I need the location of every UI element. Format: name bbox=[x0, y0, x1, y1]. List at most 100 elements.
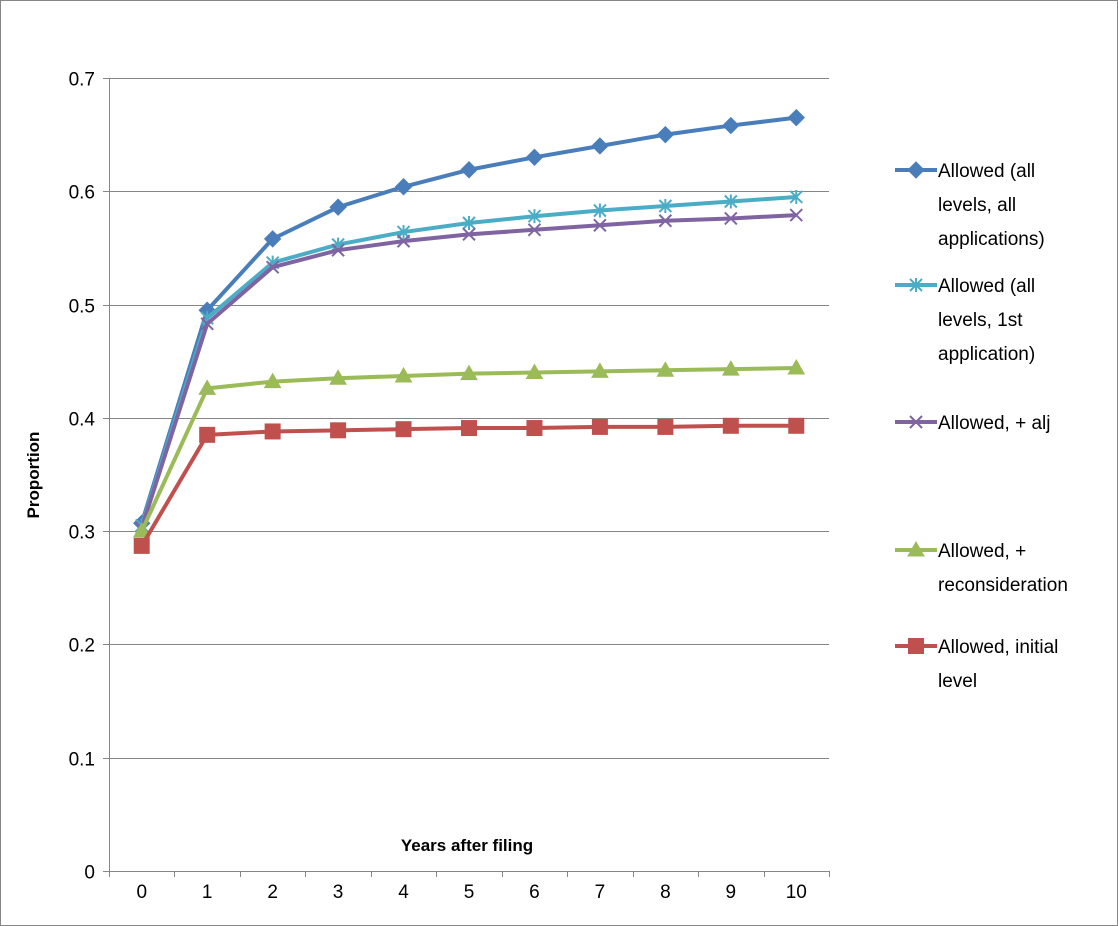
x-marker-stroke bbox=[396, 234, 411, 248]
square-marker bbox=[591, 418, 608, 435]
diamond-marker bbox=[722, 116, 740, 135]
gridlines bbox=[109, 78, 829, 759]
x-tick-label: 9 bbox=[726, 882, 737, 903]
x-marker bbox=[724, 211, 738, 226]
x-tick-label: 8 bbox=[660, 882, 671, 903]
y-axis-title: Proportion bbox=[24, 432, 43, 519]
square-marker bbox=[133, 537, 150, 554]
diamond-marker bbox=[263, 230, 282, 248]
y-tick-label: 0.4 bbox=[69, 410, 96, 431]
star-marker bbox=[724, 194, 738, 209]
square-marker bbox=[461, 420, 477, 437]
diamond-marker bbox=[460, 161, 478, 179]
star-marker bbox=[658, 199, 673, 214]
series bbox=[132, 108, 806, 554]
x-tick-label: 7 bbox=[595, 882, 606, 903]
series-4 bbox=[132, 359, 806, 538]
x-axis-title: Years after filing bbox=[401, 836, 533, 855]
x-marker-stroke bbox=[658, 214, 673, 228]
y-tick-label: 0.6 bbox=[69, 183, 95, 204]
triangle-marker bbox=[198, 379, 217, 395]
x-marker-stroke bbox=[789, 208, 803, 222]
x-marker-stroke bbox=[462, 227, 476, 242]
x-tick-label: 3 bbox=[333, 882, 344, 903]
series-1 bbox=[133, 108, 805, 532]
legend-entry-4: Allowed, + reconsideration bbox=[895, 540, 1068, 596]
x-tick-label: 1 bbox=[202, 882, 213, 903]
y-tick-label: 0 bbox=[84, 863, 95, 884]
square-marker bbox=[395, 421, 412, 438]
x-marker bbox=[462, 227, 476, 242]
tick-labels: 0 0.1 0.2 0.3 0.4 0.5 0.6 0.7 0 1 2 3 4 5 6 7 8 9 10 bbox=[69, 70, 807, 904]
legend-label: Allowed (all bbox=[938, 161, 1035, 182]
series-line bbox=[139, 115, 797, 524]
x-tick-label: 2 bbox=[267, 882, 278, 903]
x-marker-stroke bbox=[265, 260, 280, 274]
x-marker bbox=[265, 260, 280, 274]
x-tick-label: 4 bbox=[398, 882, 409, 903]
series-line bbox=[140, 423, 797, 547]
x-marker bbox=[593, 218, 607, 232]
diamond-marker bbox=[591, 137, 609, 155]
x-marker bbox=[396, 234, 411, 248]
legend-entry-3: Allowed, + alj bbox=[895, 413, 1050, 434]
triangle-marker bbox=[591, 362, 609, 378]
x-tick-label: 6 bbox=[529, 882, 540, 903]
axes bbox=[103, 78, 830, 877]
x-marker bbox=[658, 214, 673, 228]
y-tick-label: 0.1 bbox=[69, 750, 95, 771]
square-marker bbox=[657, 418, 674, 435]
x-marker-stroke bbox=[909, 415, 923, 429]
triangle-marker bbox=[907, 540, 925, 557]
y-tick-label: 0.5 bbox=[69, 297, 95, 318]
legend-entry-2: Allowed (all levels, 1st application) bbox=[895, 276, 1035, 365]
x-marker-stroke bbox=[593, 218, 607, 232]
star-marker bbox=[789, 189, 803, 204]
triangle-marker bbox=[263, 372, 282, 389]
legend-label: application) bbox=[938, 344, 1035, 365]
legend-label: levels, all bbox=[938, 195, 1016, 216]
legend-label: Allowed, + bbox=[938, 541, 1026, 562]
legend-entry-1: Allowed (all levels, all applications) bbox=[895, 161, 1045, 250]
x-tick-label: 0 bbox=[136, 882, 147, 903]
diamond-marker bbox=[394, 178, 413, 196]
triangle-marker bbox=[329, 369, 347, 385]
x-marker bbox=[527, 223, 542, 237]
series-5 bbox=[133, 417, 805, 554]
square-marker bbox=[526, 420, 543, 437]
legend-label: Allowed, initial bbox=[938, 637, 1058, 658]
x-marker bbox=[331, 243, 345, 257]
triangle-marker bbox=[460, 364, 478, 381]
star-marker bbox=[527, 209, 542, 224]
x-marker bbox=[909, 415, 923, 429]
square-marker bbox=[199, 426, 216, 443]
legend-entry-5: Allowed, initial level bbox=[895, 637, 1058, 692]
x-marker bbox=[200, 317, 214, 331]
triangle-marker bbox=[394, 366, 413, 383]
legend-label: level bbox=[938, 671, 977, 692]
star-marker bbox=[909, 278, 923, 292]
diamond-marker bbox=[525, 148, 544, 167]
x-marker-stroke bbox=[331, 243, 345, 257]
y-tick-label: 0.7 bbox=[69, 70, 95, 91]
square-marker bbox=[908, 638, 924, 654]
series-3 bbox=[135, 208, 803, 535]
series-2 bbox=[135, 189, 803, 533]
triangle-marker bbox=[721, 360, 740, 376]
legend-label: applications) bbox=[938, 229, 1045, 250]
x-marker-stroke bbox=[724, 211, 738, 226]
diamond-marker bbox=[329, 198, 347, 216]
triangle-marker bbox=[525, 363, 544, 380]
square-marker bbox=[722, 417, 739, 434]
x-marker-stroke bbox=[527, 223, 542, 237]
series-line bbox=[139, 194, 797, 527]
legend-label: reconsideration bbox=[938, 575, 1068, 596]
square-marker bbox=[330, 422, 347, 439]
series-line bbox=[139, 366, 797, 532]
diamond-marker bbox=[787, 108, 805, 127]
square-marker bbox=[788, 417, 805, 434]
legend-label: Allowed, + alj bbox=[938, 413, 1050, 434]
